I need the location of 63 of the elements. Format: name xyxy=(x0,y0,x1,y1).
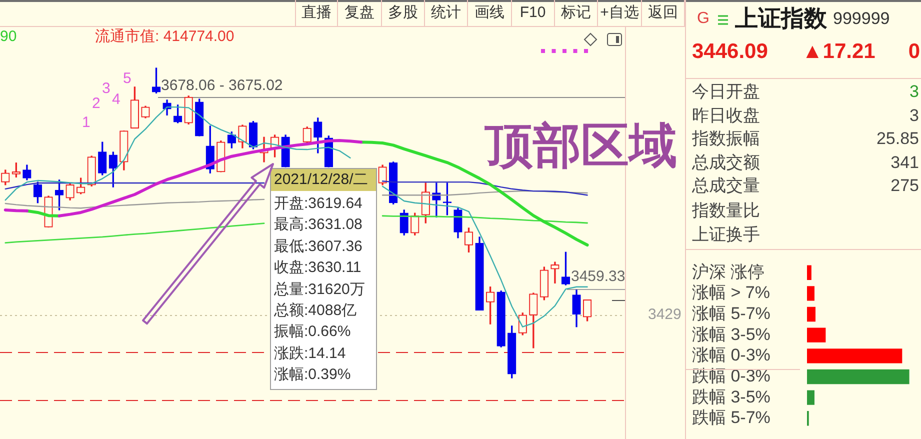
annotation: 2 xyxy=(92,95,100,113)
button[interactable]: F10 xyxy=(512,0,555,26)
text: ▲17.21 xyxy=(802,39,876,64)
text: 流通市值: 414774.00 xyxy=(95,28,234,46)
annotation: 4 xyxy=(112,91,120,109)
text: 90 xyxy=(0,28,17,46)
y-tick-label: 涨幅 > 7% xyxy=(692,283,770,302)
annotation: 2021/12/28/二 xyxy=(274,171,368,189)
button[interactable]: +自选 xyxy=(598,0,642,26)
y-tick-label: 涨幅 3-5% xyxy=(692,324,770,344)
annotation: 3 xyxy=(102,80,110,98)
text: 999999 xyxy=(833,9,890,29)
text: 总成交量 xyxy=(692,176,760,196)
button[interactable]: 标记 xyxy=(555,0,598,26)
text: 25.85 xyxy=(876,129,919,149)
text: 昨日收盘 xyxy=(692,106,760,126)
candlestick xyxy=(550,262,560,284)
bar xyxy=(807,265,812,280)
annotation: 总量:31620万 xyxy=(274,280,365,299)
y-tick-label: 沪深 涨停 xyxy=(692,262,765,282)
annotation: 收盘:3630.11 xyxy=(274,259,362,278)
y-tick-label: 跌幅 3-5% xyxy=(692,387,770,406)
text: 3446.09 xyxy=(692,39,768,64)
button[interactable]: 画线 xyxy=(468,0,512,26)
annotation: 总额:4088亿 xyxy=(274,302,357,320)
bar xyxy=(807,390,814,405)
text: 指数量比 xyxy=(692,201,760,221)
annotation: 1 xyxy=(82,114,90,132)
button[interactable]: 统计 xyxy=(425,0,468,26)
annotation: 5 xyxy=(123,70,132,88)
annotation: 最高:3631.08 xyxy=(274,216,362,234)
button[interactable]: 返回 xyxy=(642,0,685,26)
annotation: 振幅:0.66% xyxy=(274,323,351,342)
bar xyxy=(807,369,910,384)
bar xyxy=(807,286,814,301)
y-tick-label: 涨幅 5-7% xyxy=(692,304,770,323)
text: 指数振幅 xyxy=(692,129,760,149)
text: 总成交额 xyxy=(692,153,760,173)
text: 3 xyxy=(910,82,919,102)
text: 今日开盘 xyxy=(692,82,760,102)
annotation: 涨幅:0.39% xyxy=(274,366,351,384)
button[interactable]: 复盘 xyxy=(338,0,382,26)
text: 341 xyxy=(890,153,919,173)
text: 上证换手 xyxy=(692,225,760,245)
text: 275 xyxy=(890,176,919,196)
annotation: 涨跌:14.14 xyxy=(274,344,346,363)
bar xyxy=(807,348,902,364)
annotation: 3678.06 - 3675.02 xyxy=(161,77,283,95)
bar xyxy=(807,328,826,342)
y-tick-label: 涨幅 0-3% xyxy=(692,346,770,365)
text: 上证指数 xyxy=(735,4,827,32)
annotation: 开盘:3619.64 xyxy=(274,195,362,213)
button[interactable]: 多股 xyxy=(382,0,425,26)
text: G xyxy=(697,9,710,28)
annotation: 3459.33 xyxy=(571,268,626,286)
annotation: 最低:3607.36 xyxy=(274,238,362,256)
bar xyxy=(807,306,816,322)
text: 3429 xyxy=(648,306,682,324)
text: 0 xyxy=(908,39,920,64)
button[interactable]: 直播 xyxy=(295,0,338,26)
y-tick-label: 跌幅 5-7% xyxy=(692,408,770,428)
text: 3 xyxy=(910,106,919,126)
annotation: 顶部区域 xyxy=(485,119,677,175)
